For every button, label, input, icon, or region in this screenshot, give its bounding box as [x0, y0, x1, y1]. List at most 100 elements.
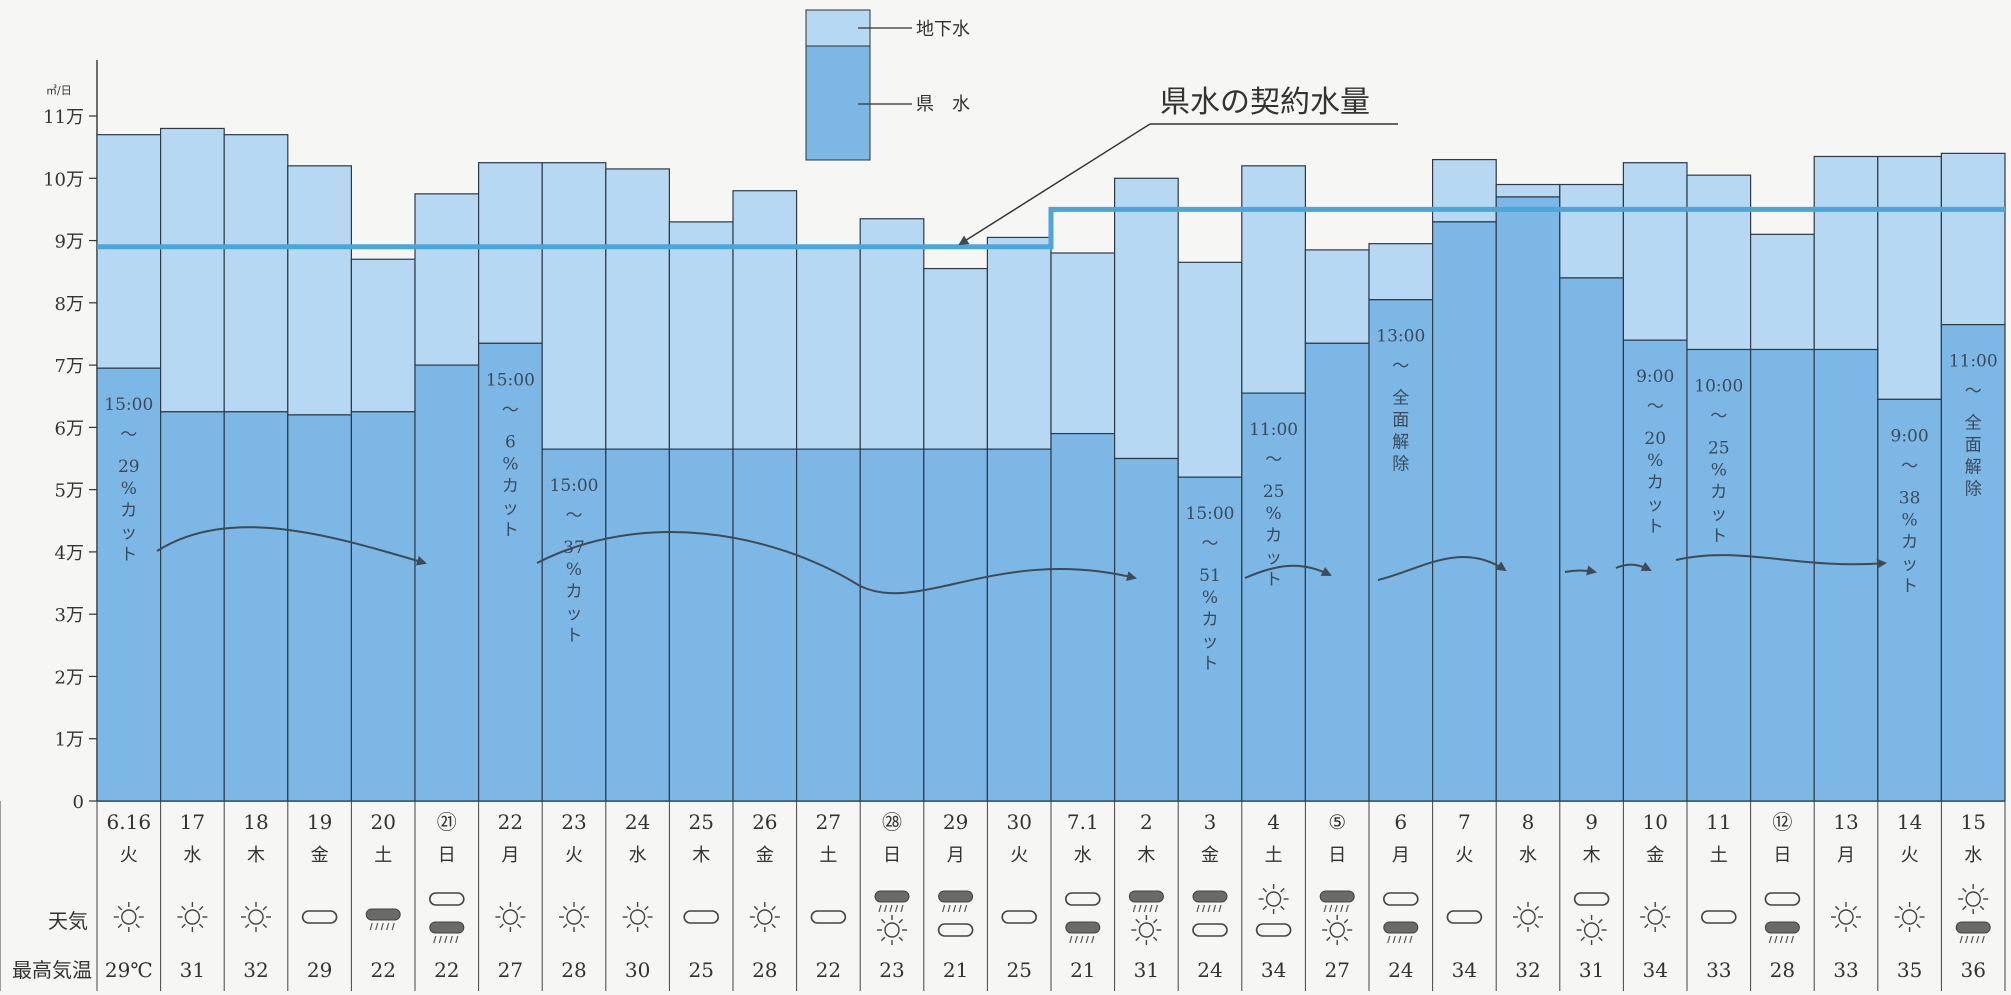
max-temperature-row-label: 最高気温 [12, 958, 92, 982]
annotation-text-char: 全 [1965, 414, 1982, 434]
day-date-label: 7 [1458, 810, 1471, 834]
y-axis-unit: ㎥/日 [46, 84, 72, 97]
annotation-tilde: ～ [1965, 382, 1982, 402]
day-date-label: 22 [498, 810, 523, 834]
sun-ray [1644, 905, 1649, 911]
bar-prefectural-water [1686, 348, 1752, 802]
sun-icon [566, 909, 582, 925]
annotation-time: 10:00 [1694, 377, 1743, 397]
weather-cell [874, 890, 910, 945]
rain-drop [942, 904, 946, 913]
weather-row-label: 天気 [48, 909, 88, 933]
max-temperature-label: 32 [1515, 958, 1540, 982]
rain-drop [449, 935, 453, 944]
day-date-label: 11 [1706, 810, 1731, 834]
annotation-time: 9:00 [1891, 426, 1929, 446]
annotation-text-char: 除 [1392, 455, 1409, 475]
y-tick-label: 7万 [55, 356, 84, 377]
weather-cell [1192, 890, 1228, 937]
restriction-annotation: 9:00 ～ 38%カット [1891, 426, 1929, 596]
rain-drop [900, 904, 904, 913]
rain-drop [953, 904, 957, 913]
sun-icon [184, 909, 201, 925]
bar-groundwater [1050, 252, 1116, 435]
annotation-tilde: ～ [566, 506, 583, 526]
annotation-tilde: ～ [1647, 397, 1664, 417]
annotation-text-char: ッ [1202, 632, 1219, 652]
annotation-text-char: カ [1265, 526, 1282, 546]
restriction-annotation: 15:00～37%カット [550, 476, 599, 646]
rain-drop [1959, 935, 1963, 944]
legend: 地下水 県 水 [805, 9, 970, 161]
max-temperature-label: 22 [434, 958, 459, 982]
bar-groundwater [1813, 155, 1879, 351]
sun-ray [626, 905, 632, 911]
rain-drop [1207, 904, 1211, 913]
weather-cell [241, 902, 271, 932]
max-temperature-label: 21 [1070, 958, 1095, 982]
annotation-text-char: カ [1647, 473, 1664, 493]
cloud-icon [1446, 910, 1483, 924]
sun-ray [1661, 923, 1667, 929]
sun-ray [1962, 905, 1967, 911]
day-of-week-label: 火 [120, 845, 138, 866]
weather-cell [1640, 902, 1671, 932]
sun-ray [244, 905, 250, 911]
day-of-week-label: 木 [247, 845, 265, 866]
day-date-label: 14 [1897, 810, 1922, 834]
day-of-week-label: 水 [183, 845, 201, 866]
annotation-percent-sign: % [502, 454, 518, 474]
sun-ray [644, 905, 649, 911]
annotation-percent-sign: % [1202, 588, 1218, 608]
sun-ray [499, 905, 504, 911]
annotation-text-char: カ [1202, 610, 1219, 630]
bar-prefectural-water [1813, 348, 1879, 802]
bar-prefectural-water [350, 411, 416, 802]
bar-groundwater [96, 134, 162, 369]
bar-prefectural-water [287, 414, 352, 802]
bar-prefectural-water [605, 448, 670, 802]
annotation-percent-value: 51 [1199, 566, 1221, 586]
sun-ray [181, 923, 186, 929]
weather-cell [365, 908, 401, 931]
bar-groundwater [160, 127, 225, 413]
day-date-label: 27 [816, 810, 841, 834]
sun-icon [1838, 909, 1854, 925]
sun-icon [1138, 922, 1155, 938]
day-of-week-label: 木 [1583, 845, 1601, 866]
weather-cell [1128, 890, 1164, 945]
bar-groundwater [287, 165, 352, 416]
rain-icon [429, 921, 465, 934]
day-date-label: 18 [243, 810, 268, 834]
y-tick-label: 1万 [55, 730, 84, 751]
max-temperature-label: 31 [1134, 958, 1159, 982]
rain-drop [1074, 935, 1078, 944]
max-temperature-label: 35 [1897, 958, 1922, 982]
annotation-tilde: ～ [1202, 534, 1219, 554]
annotation-text-char: カ [1710, 483, 1727, 503]
day-date-label: 19 [307, 810, 332, 834]
rain-drop [455, 935, 459, 944]
weather-cell [1894, 902, 1925, 932]
cloud-icon [301, 910, 338, 924]
rain-icon [1764, 921, 1800, 934]
day-date-label: 4 [1267, 810, 1280, 834]
rain-drop [1334, 904, 1338, 913]
bar-groundwater [668, 221, 734, 450]
day-of-week-label: 土 [1265, 845, 1283, 866]
annotation-text-char: カ [1901, 532, 1918, 552]
day-date-label: 8 [1522, 810, 1535, 834]
day-of-week-label: 日 [438, 845, 456, 866]
annotation-time: 9:00 [1636, 367, 1674, 387]
annotation-percent-value: 25 [1263, 482, 1285, 502]
annotation-time: 11:00 [1949, 352, 1998, 372]
max-temperature-label: 34 [1452, 958, 1477, 982]
sun-ray [1534, 923, 1540, 929]
annotation-text-char: ト [566, 626, 583, 646]
sun-ray [1580, 918, 1586, 924]
bar-prefectural-water [1113, 457, 1179, 802]
trend-arrow [1377, 556, 1507, 581]
annotation-text-char: ト [120, 545, 137, 565]
